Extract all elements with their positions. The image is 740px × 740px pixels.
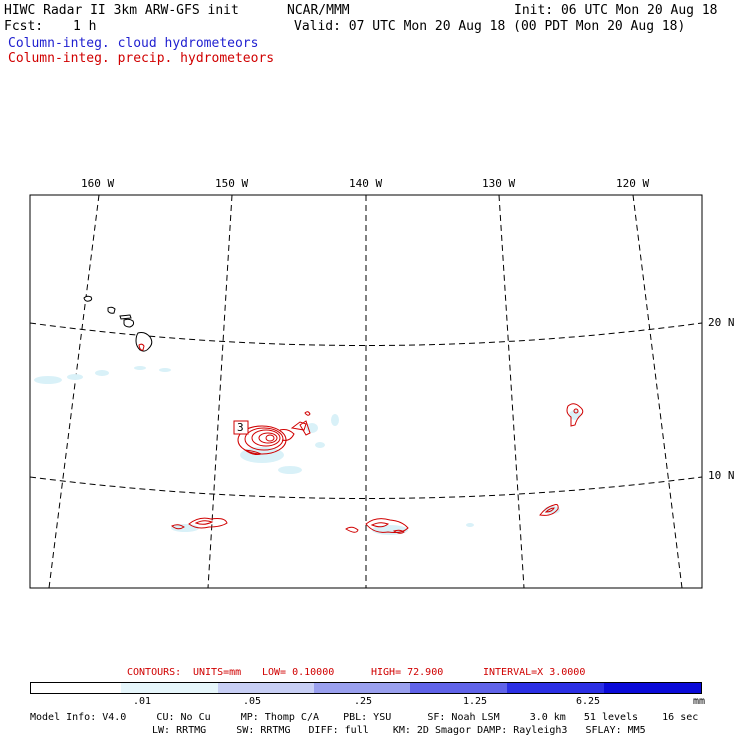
contours-interval: INTERVAL=X 3.0000 xyxy=(483,667,586,678)
kauai-outline xyxy=(83,295,93,302)
contours-units: UNITS=mm xyxy=(193,667,242,678)
precip-contours xyxy=(138,343,584,534)
hawaii-islands xyxy=(83,295,153,352)
lat-label-20n: 20 N xyxy=(708,316,735,329)
meridian-130w xyxy=(498,194,525,589)
meridian-150w xyxy=(207,194,233,589)
colorbar-segment-6 xyxy=(603,683,701,693)
colorbar-tick-25: .25 xyxy=(354,696,373,707)
contours-low: LOW= 0.10000 xyxy=(262,667,335,678)
org-label: NCAR/MMM xyxy=(287,3,350,18)
model-title: HIWC Radar II 3km ARW-GFS init xyxy=(4,3,239,18)
eastern-cell-contours xyxy=(566,403,584,427)
colorbar xyxy=(30,682,702,694)
storm-marker-label: 3 xyxy=(237,421,244,434)
colorbar-tick-05: .05 xyxy=(243,696,262,707)
lon-label-150w: 150 W xyxy=(215,177,249,190)
cloud-hydrometeors xyxy=(34,366,581,535)
lon-label-130w: 130 W xyxy=(482,177,516,190)
lon-label-120w: 120 W xyxy=(616,177,650,190)
oahu-outline xyxy=(107,306,116,314)
meridian-120w xyxy=(632,194,683,589)
cloud-field-legend: Column-integ. cloud hydrometeors xyxy=(8,36,259,51)
maui-outline xyxy=(123,318,135,328)
precip-field-legend: Column-integ. precip. hydrometeors xyxy=(8,51,275,66)
big-island-outline xyxy=(135,332,153,352)
valid-time: Valid: 07 UTC Mon 20 Aug 18 (00 PDT Mon … xyxy=(294,19,686,34)
model-info-line1: Model Info: V4.0 CU: No Cu MP: Thomp C/A… xyxy=(30,712,699,723)
forecast-label: Fcst: xyxy=(4,19,44,34)
hawaii-precip-contour xyxy=(138,343,145,351)
init-time: Init: 06 UTC Mon 20 Aug 18 xyxy=(514,3,718,18)
colorbar-segment-4 xyxy=(410,683,507,693)
lon-label-160w: 160 W xyxy=(81,177,115,190)
colorbar-unit: mm xyxy=(693,696,706,707)
graticule xyxy=(29,194,703,589)
meridian-160w xyxy=(48,194,100,589)
itcz-east-contours xyxy=(539,504,559,516)
storm-marker-box xyxy=(233,420,249,435)
contours-label: CONTOURS: xyxy=(127,667,182,678)
molokai-outline xyxy=(119,314,132,320)
colorbar-tick-125: 1.25 xyxy=(463,696,488,707)
colorbar-tick-625: 6.25 xyxy=(576,696,601,707)
contours-high: HIGH= 72.900 xyxy=(371,667,444,678)
colorbar-segment-1 xyxy=(121,683,218,693)
colorbar-segment-5 xyxy=(506,683,604,693)
parallel-20n xyxy=(29,322,703,346)
colorbar-segment-3 xyxy=(313,683,411,693)
forecast-hour: 1 h xyxy=(73,19,97,34)
colorbar-segment-2 xyxy=(217,683,314,693)
itcz-central-contours xyxy=(345,518,409,534)
lat-label-10n: 10 N xyxy=(708,469,735,482)
colorbar-tick-01: .01 xyxy=(133,696,152,707)
model-info-line2: LW: RRTMG SW: RRTMG DIFF: full KM: 2D Sm… xyxy=(152,725,646,736)
hurricane-contours xyxy=(237,411,311,455)
colorbar-segment-0 xyxy=(31,683,122,693)
parallel-10n xyxy=(29,476,703,499)
itcz-west-contours xyxy=(171,517,228,530)
lon-label-140w: 140 W xyxy=(349,177,383,190)
